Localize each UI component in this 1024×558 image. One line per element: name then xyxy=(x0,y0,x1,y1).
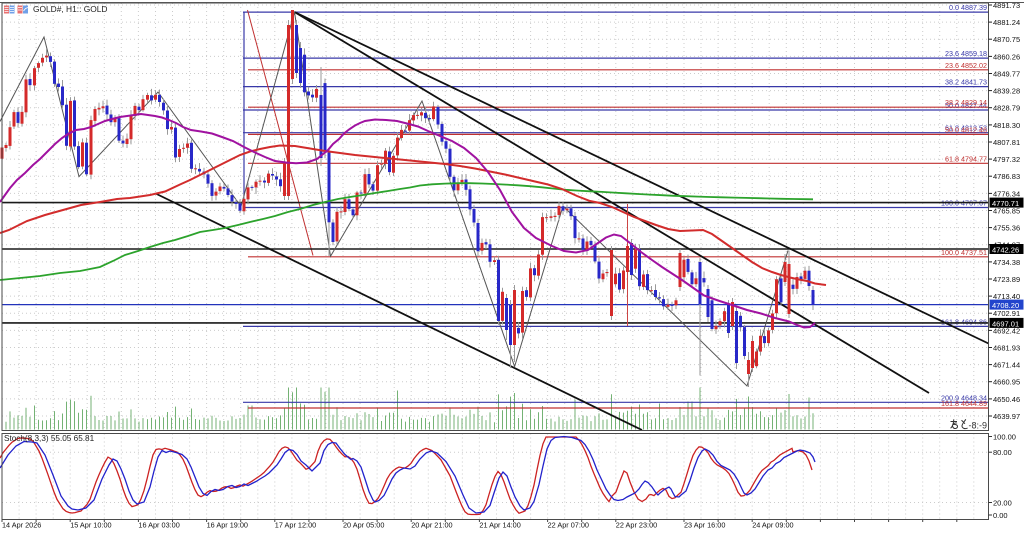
svg-text:4650.46: 4650.46 xyxy=(993,395,1020,404)
svg-text:4860.26: 4860.26 xyxy=(993,52,1020,61)
svg-text:14 Apr 2026: 14 Apr 2026 xyxy=(2,521,41,530)
svg-text:0.0 4887.39: 0.0 4887.39 xyxy=(949,3,987,12)
svg-text:4786.83: 4786.83 xyxy=(993,172,1020,181)
svg-text:161.8 4644.89: 161.8 4644.89 xyxy=(941,399,987,408)
svg-text:4755.36: 4755.36 xyxy=(993,224,1020,233)
svg-text:4723.89: 4723.89 xyxy=(993,275,1020,284)
svg-text:50.0 4812.46: 50.0 4812.46 xyxy=(945,125,987,134)
svg-text:4639.97: 4639.97 xyxy=(993,412,1020,421)
svg-text:4770.71: 4770.71 xyxy=(992,199,1019,208)
svg-text:4671.44: 4671.44 xyxy=(993,361,1020,370)
svg-text:4807.81: 4807.81 xyxy=(993,138,1020,147)
svg-text:-8:-9: -8:-9 xyxy=(969,421,988,431)
svg-text:4870.75: 4870.75 xyxy=(993,35,1020,44)
svg-text:161.8 4694.86: 161.8 4694.86 xyxy=(941,317,987,326)
svg-text:23.6 4852.02: 23.6 4852.02 xyxy=(945,61,987,70)
svg-text:20.00: 20.00 xyxy=(993,499,1012,508)
svg-text:50.0 4827.44: 50.0 4827.44 xyxy=(945,101,987,110)
svg-text:22 Apr 23:00: 22 Apr 23:00 xyxy=(616,521,657,530)
svg-text:100.0 4737.51: 100.0 4737.51 xyxy=(941,248,987,257)
svg-text:4692.42: 4692.42 xyxy=(993,326,1020,335)
svg-text:20 Apr 05:00: 20 Apr 05:00 xyxy=(343,521,384,530)
svg-text:4839.28: 4839.28 xyxy=(993,87,1020,96)
svg-text:200.9 4648.34: 200.9 4648.34 xyxy=(941,393,987,402)
svg-text:4881.24: 4881.24 xyxy=(993,18,1020,27)
svg-text:GOLD#, H1:: GOLD: GOLD#, H1:: GOLD xyxy=(33,4,107,14)
svg-text:100.00: 100.00 xyxy=(993,433,1016,442)
svg-text:4891.73: 4891.73 xyxy=(993,1,1020,10)
svg-text:16 Apr 03:00: 16 Apr 03:00 xyxy=(138,521,179,530)
svg-text:20 Apr 21:00: 20 Apr 21:00 xyxy=(411,521,452,530)
svg-text:4708.20: 4708.20 xyxy=(992,301,1019,310)
svg-text:61.8 4794.77: 61.8 4794.77 xyxy=(945,154,987,163)
svg-text:80.00: 80.00 xyxy=(993,448,1012,457)
svg-text:38.2 4841.73: 38.2 4841.73 xyxy=(945,78,987,87)
svg-text:4849.77: 4849.77 xyxy=(993,70,1020,79)
svg-text:22 Apr 07:00: 22 Apr 07:00 xyxy=(548,521,589,530)
svg-text:23.6 4859.18: 23.6 4859.18 xyxy=(945,49,987,58)
svg-text:23 Apr 16:00: 23 Apr 16:00 xyxy=(684,521,725,530)
svg-text:24 Apr 09:00: 24 Apr 09:00 xyxy=(752,521,793,530)
svg-text:4702.91: 4702.91 xyxy=(993,309,1020,318)
svg-text:4818.30: 4818.30 xyxy=(993,121,1020,130)
svg-text:15 Apr 10:00: 15 Apr 10:00 xyxy=(70,521,111,530)
svg-text:4765.85: 4765.85 xyxy=(993,207,1020,216)
svg-text:4681.93: 4681.93 xyxy=(993,344,1020,353)
svg-text:4742.26: 4742.26 xyxy=(992,245,1019,254)
svg-text:4734.38: 4734.38 xyxy=(993,258,1020,267)
svg-text:4697.01: 4697.01 xyxy=(992,319,1019,328)
svg-text:Stoch(8,3,3) 55.05 65.81: Stoch(8,3,3) 55.05 65.81 xyxy=(4,434,95,443)
svg-text:16 Apr 19:00: 16 Apr 19:00 xyxy=(207,521,248,530)
svg-text:4660.95: 4660.95 xyxy=(993,378,1020,387)
svg-text:61.8 4813.53: 61.8 4813.53 xyxy=(945,124,987,133)
svg-text:0.00: 0.00 xyxy=(993,511,1008,520)
svg-text:4713.40: 4713.40 xyxy=(993,292,1020,301)
svg-text:38.2 4829.14: 38.2 4829.14 xyxy=(945,98,987,107)
svg-text:17 Apr 12:00: 17 Apr 12:00 xyxy=(275,521,316,530)
svg-text:4828.79: 4828.79 xyxy=(993,104,1020,113)
svg-text:21 Apr 14:00: 21 Apr 14:00 xyxy=(479,521,520,530)
svg-text:4776.34: 4776.34 xyxy=(993,189,1020,198)
svg-text:4797.32: 4797.32 xyxy=(993,155,1020,164)
